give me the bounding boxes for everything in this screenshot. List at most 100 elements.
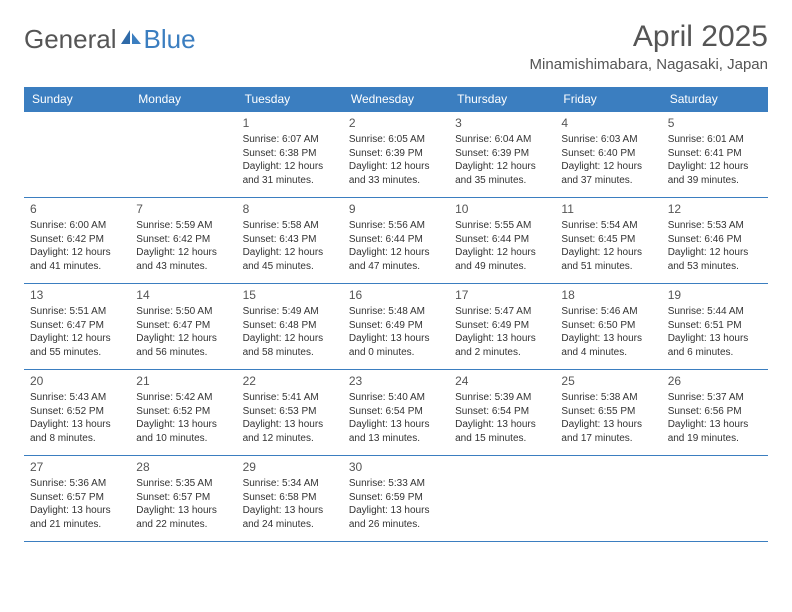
day-number: 7: [136, 202, 230, 216]
day-number: 28: [136, 460, 230, 474]
day-number: 5: [668, 116, 762, 130]
calendar-cell: 14Sunrise: 5:50 AMSunset: 6:47 PMDayligh…: [130, 284, 236, 370]
day-number: 8: [243, 202, 337, 216]
daylight-line: Daylight: 13 hours and 15 minutes.: [455, 418, 549, 445]
daylight-line: Daylight: 12 hours and 55 minutes.: [30, 332, 124, 359]
sunrise-line: Sunrise: 6:03 AM: [561, 133, 655, 147]
day-number: 12: [668, 202, 762, 216]
sunrise-line: Sunrise: 5:44 AM: [668, 305, 762, 319]
sunrise-line: Sunrise: 6:07 AM: [243, 133, 337, 147]
sunrise-line: Sunrise: 5:48 AM: [349, 305, 443, 319]
calendar-cell: 11Sunrise: 5:54 AMSunset: 6:45 PMDayligh…: [555, 198, 661, 284]
sunrise-line: Sunrise: 5:58 AM: [243, 219, 337, 233]
daylight-line: Daylight: 13 hours and 10 minutes.: [136, 418, 230, 445]
sunrise-line: Sunrise: 5:39 AM: [455, 391, 549, 405]
sunrise-line: Sunrise: 5:54 AM: [561, 219, 655, 233]
calendar-cell: 7Sunrise: 5:59 AMSunset: 6:42 PMDaylight…: [130, 198, 236, 284]
calendar-cell: 28Sunrise: 5:35 AMSunset: 6:57 PMDayligh…: [130, 456, 236, 542]
sunrise-line: Sunrise: 5:38 AM: [561, 391, 655, 405]
calendar-cell: [449, 456, 555, 542]
sunset-line: Sunset: 6:44 PM: [455, 233, 549, 247]
weekday-header: Friday: [555, 87, 661, 112]
calendar-row: 13Sunrise: 5:51 AMSunset: 6:47 PMDayligh…: [24, 284, 768, 370]
daylight-line: Daylight: 13 hours and 6 minutes.: [668, 332, 762, 359]
weekday-header: Thursday: [449, 87, 555, 112]
calendar-cell: [24, 112, 130, 198]
calendar-cell: 29Sunrise: 5:34 AMSunset: 6:58 PMDayligh…: [237, 456, 343, 542]
day-number: 2: [349, 116, 443, 130]
daylight-line: Daylight: 13 hours and 13 minutes.: [349, 418, 443, 445]
calendar-cell: 25Sunrise: 5:38 AMSunset: 6:55 PMDayligh…: [555, 370, 661, 456]
day-number: 26: [668, 374, 762, 388]
calendar-cell: 19 Sunrise: 5:44 AMSunset: 6:51 PMDayligh…: [662, 284, 768, 370]
sunrise-line: Sunrise: 5:33 AM: [349, 477, 443, 491]
daylight-line: Daylight: 13 hours and 12 minutes.: [243, 418, 337, 445]
sunset-line: Sunset: 6:42 PM: [30, 233, 124, 247]
sunset-line: Sunset: 6:42 PM: [136, 233, 230, 247]
logo-text-1: General: [24, 24, 117, 55]
calendar-cell: 27Sunrise: 5:36 AMSunset: 6:57 PMDayligh…: [24, 456, 130, 542]
day-number: 16: [349, 288, 443, 302]
sunrise-line: Sunrise: 5:51 AM: [30, 305, 124, 319]
sunset-line: Sunset: 6:38 PM: [243, 147, 337, 161]
day-number: 9: [349, 202, 443, 216]
month-title: April 2025: [530, 20, 768, 54]
day-number: 24: [455, 374, 549, 388]
sunrise-line: Sunrise: 5:43 AM: [30, 391, 124, 405]
calendar-row: 20Sunrise: 5:43 AMSunset: 6:52 PMDayligh…: [24, 370, 768, 456]
calendar-cell: 26Sunrise: 5:37 AMSunset: 6:56 PMDayligh…: [662, 370, 768, 456]
weekday-header: Wednesday: [343, 87, 449, 112]
day-number: 22: [243, 374, 337, 388]
calendar-cell: 16Sunrise: 5:48 AMSunset: 6:49 PMDayligh…: [343, 284, 449, 370]
weekday-header: Tuesday: [237, 87, 343, 112]
day-number: 1: [243, 116, 337, 130]
day-number: 23: [349, 374, 443, 388]
sunrise-line: Sunrise: 5:56 AM: [349, 219, 443, 233]
day-number: 19: [668, 288, 762, 302]
day-number: 20: [30, 374, 124, 388]
daylight-line: Daylight: 13 hours and 2 minutes.: [455, 332, 549, 359]
sunset-line: Sunset: 6:47 PM: [136, 319, 230, 333]
sunrise-line: Sunrise: 5:36 AM: [30, 477, 124, 491]
daylight-line: Daylight: 13 hours and 22 minutes.: [136, 504, 230, 531]
sunrise-line: Sunrise: 5:46 AM: [561, 305, 655, 319]
sunset-line: Sunset: 6:39 PM: [349, 147, 443, 161]
daylight-line: Daylight: 12 hours and 51 minutes.: [561, 246, 655, 273]
daylight-line: Daylight: 12 hours and 58 minutes.: [243, 332, 337, 359]
daylight-line: Daylight: 12 hours and 49 minutes.: [455, 246, 549, 273]
calendar-row: 6Sunrise: 6:00 AMSunset: 6:42 PMDaylight…: [24, 198, 768, 284]
calendar-cell: 8Sunrise: 5:58 AMSunset: 6:43 PMDaylight…: [237, 198, 343, 284]
calendar-row: 1 Sunrise: 6:07 AMSunset: 6:38 PM Daylight…: [24, 112, 768, 198]
sunset-line: Sunset: 6:57 PM: [30, 491, 124, 505]
calendar-cell: 30Sunrise: 5:33 AMSunset: 6:59 PMDayligh…: [343, 456, 449, 542]
calendar-cell: 2Sunrise: 6:05 AMSunset: 6:39 PMDaylight…: [343, 112, 449, 198]
daylight-line: Daylight: 13 hours and 26 minutes.: [349, 504, 443, 531]
daylight-line: Daylight: 13 hours and 8 minutes.: [30, 418, 124, 445]
daylight-line: Daylight: 12 hours and 56 minutes.: [136, 332, 230, 359]
calendar-cell: [662, 456, 768, 542]
daylight-line: Daylight: 12 hours and 39 minutes.: [668, 160, 762, 187]
day-number: 13: [30, 288, 124, 302]
location-text: Minamishimabara, Nagasaki, Japan: [530, 56, 768, 73]
sunrise-line: Sunrise: 5:50 AM: [136, 305, 230, 319]
sunrise-line: Sunrise: 5:47 AM: [455, 305, 549, 319]
calendar-cell: 18Sunrise: 5:46 AMSunset: 6:50 PMDayligh…: [555, 284, 661, 370]
day-number: 27: [30, 460, 124, 474]
sunset-line: Sunset: 6:50 PM: [561, 319, 655, 333]
daylight-line: Daylight: 12 hours and 41 minutes.: [30, 246, 124, 273]
sunrise-line: Sunrise: 5:49 AM: [243, 305, 337, 319]
sunset-line: Sunset: 6:56 PM: [668, 405, 762, 419]
day-number: 10: [455, 202, 549, 216]
sunset-line: Sunset: 6:43 PM: [243, 233, 337, 247]
sunset-line: Sunset: 6:46 PM: [668, 233, 762, 247]
sunset-line: Sunset: 6:40 PM: [561, 147, 655, 161]
day-number: 6: [30, 202, 124, 216]
calendar-cell: [130, 112, 236, 198]
daylight-line: Daylight: 12 hours and 33 minutes.: [349, 160, 443, 187]
sunset-line: Sunset: 6:55 PM: [561, 405, 655, 419]
daylight-line: Daylight: 12 hours and 35 minutes.: [455, 160, 549, 187]
sunset-line: Sunset: 6:54 PM: [455, 405, 549, 419]
sunset-line: Sunset: 6:51 PM: [668, 319, 762, 333]
day-number: 18: [561, 288, 655, 302]
sunrise-line: Sunrise: 6:04 AM: [455, 133, 549, 147]
